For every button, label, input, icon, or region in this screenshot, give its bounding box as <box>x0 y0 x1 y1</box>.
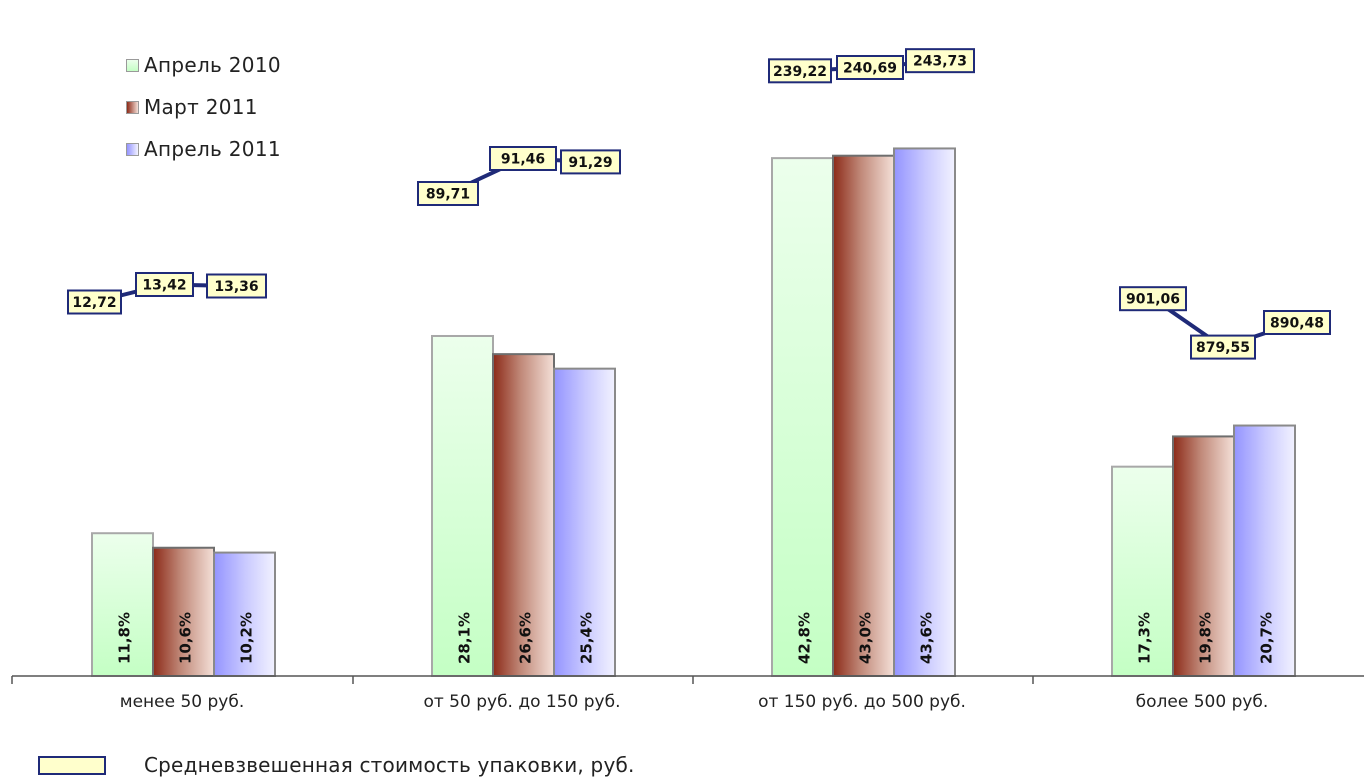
legend-label: Апрель 2011 <box>144 137 281 161</box>
price-label: 13,42 <box>142 278 186 294</box>
bar-1-2 <box>553 367 616 677</box>
bar-2-1 <box>832 154 895 677</box>
price-legend-label: Средневзвешенная стоимость упаковки, руб… <box>144 753 635 777</box>
price-legend-swatch <box>38 755 106 775</box>
bar-0-1 <box>152 546 215 677</box>
price-label: 243,73 <box>913 54 967 70</box>
price-label: 240,69 <box>843 61 897 77</box>
price-label-box <box>768 58 832 84</box>
x-tick-label: от 50 руб. до 150 руб. <box>423 692 620 712</box>
x-tick-label: менее 50 руб. <box>120 692 245 712</box>
legend-swatch-april-2010 <box>126 58 139 72</box>
legend-label: Март 2011 <box>144 95 258 119</box>
price-label: 239,22 <box>773 64 827 80</box>
price-label-box <box>417 181 479 206</box>
bar-value-label: 11,8% <box>116 612 134 664</box>
bar-value-label: 10,6% <box>177 612 195 664</box>
price-label-box <box>489 146 557 171</box>
price-label-box <box>67 289 122 315</box>
price-label: 91,29 <box>568 155 612 171</box>
price-label: 901,06 <box>1126 292 1180 308</box>
x-tick-label: более 500 руб. <box>1136 692 1269 712</box>
price-label-box <box>836 55 904 80</box>
price-label-box <box>560 149 621 175</box>
legend-item-april-2011: Апрель 2011 <box>126 128 281 170</box>
bar-3-2 <box>1233 424 1296 677</box>
price-label: 879,55 <box>1196 340 1250 356</box>
legend-swatch-april-2011 <box>126 142 139 156</box>
bar-value-label: 43,6% <box>918 612 936 664</box>
price-label: 89,71 <box>426 187 470 203</box>
price-label-box <box>135 272 194 297</box>
price-label: 12,72 <box>72 295 116 311</box>
price-label: 13,36 <box>214 279 258 295</box>
bar-2-2 <box>893 147 956 677</box>
bar-value-label: 25,4% <box>578 612 596 664</box>
legend-item-march-2011: Март 2011 <box>126 86 281 128</box>
price-label-box <box>206 273 267 299</box>
price-label: 890,48 <box>1270 316 1324 332</box>
bar-3-0 <box>1111 465 1174 678</box>
price-label-box <box>905 48 975 74</box>
price-label-box <box>1263 310 1331 335</box>
bar-value-label: 19,8% <box>1197 612 1215 664</box>
bar-value-label: 43,0% <box>857 612 875 664</box>
bar-value-label: 10,2% <box>238 612 256 664</box>
bar-value-label: 42,8% <box>796 612 814 664</box>
price-label-box <box>1190 334 1256 360</box>
price-legend: Средневзвешенная стоимость упаковки, руб… <box>38 753 635 777</box>
legend-label: Апрель 2010 <box>144 53 281 77</box>
price-label-box <box>1119 286 1187 312</box>
bar-value-label: 26,6% <box>517 612 535 664</box>
legend-item-april-2010: Апрель 2010 <box>126 44 281 86</box>
bar-2-0 <box>771 157 834 677</box>
x-tick-label: от 150 руб. до 500 руб. <box>758 692 966 712</box>
bar-value-label: 20,7% <box>1258 612 1276 664</box>
legend: Апрель 2010 Март 2011 Апрель 2011 <box>126 44 281 170</box>
legend-swatch-march-2011 <box>126 100 139 114</box>
bar-value-label: 17,3% <box>1136 612 1154 664</box>
bar-0-0 <box>91 532 154 677</box>
bar-value-label: 28,1% <box>456 612 474 664</box>
price-label: 91,46 <box>501 152 545 168</box>
